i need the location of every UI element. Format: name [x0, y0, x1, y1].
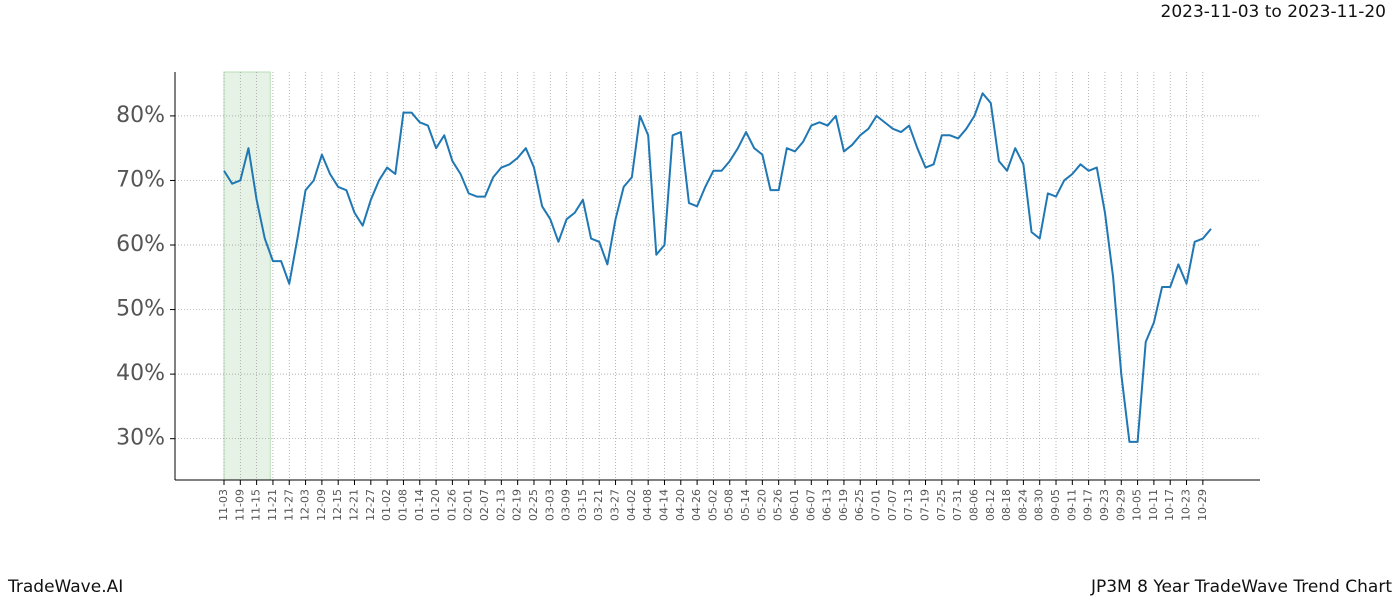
- x-tick-label: 02-01: [462, 489, 475, 521]
- trend-line: [223, 92, 1212, 443]
- x-tick-label: 04-08: [641, 489, 654, 521]
- x-tick-label: 01-20: [429, 489, 442, 521]
- x-tick-label: 11-09: [233, 489, 246, 521]
- date-range: 2023-11-03 to 2023-11-20: [1161, 2, 1386, 22]
- y-tick-label: 60%: [116, 232, 165, 257]
- x-tick-label: 03-09: [560, 489, 573, 521]
- x-tick-label: 05-08: [723, 489, 736, 521]
- x-tick-label: 11-21: [266, 489, 279, 521]
- x-tick-label: 06-25: [853, 489, 866, 521]
- x-tick-label: 01-14: [413, 489, 426, 521]
- x-tick-label: 10-17: [1163, 489, 1176, 521]
- y-tick-label: 30%: [116, 426, 165, 451]
- x-tick-label: 09-17: [1082, 489, 1095, 521]
- x-tick-label: 10-05: [1131, 489, 1144, 521]
- y-tick-label: 50%: [116, 297, 165, 322]
- x-tick-label: 09-11: [1065, 489, 1078, 521]
- x-tick-label: 12-15: [331, 489, 344, 521]
- chart-name: JP3M 8 Year TradeWave Trend Chart: [1090, 577, 1392, 597]
- x-tick-label: 01-26: [445, 489, 458, 521]
- x-tick-label: 03-27: [609, 489, 622, 521]
- x-tick-label: 03-21: [592, 489, 605, 521]
- x-tick-label: 06-19: [837, 489, 850, 521]
- highlight-span: [223, 71, 271, 481]
- x-tick-label: 08-30: [1033, 489, 1046, 521]
- x-tick-label: 03-03: [543, 489, 556, 521]
- x-tick-label: 12-03: [299, 489, 312, 521]
- x-tick-label: 05-02: [706, 489, 719, 521]
- brand: TradeWave.AI: [7, 577, 123, 597]
- x-tick-label: 07-25: [935, 489, 948, 521]
- x-tick-label: 04-20: [674, 489, 687, 521]
- x-tick-label: 05-20: [755, 489, 768, 521]
- x-tick-label: 10-29: [1196, 489, 1209, 521]
- x-tick-label: 08-24: [1016, 489, 1029, 521]
- y-tick-label: 40%: [116, 361, 165, 386]
- x-tick-label: 04-02: [625, 489, 638, 521]
- x-tick-label: 05-14: [739, 489, 752, 521]
- x-tick-label: 11-27: [282, 489, 295, 521]
- x-tick-label: 07-13: [902, 489, 915, 521]
- x-tick-label: 07-31: [951, 489, 964, 521]
- x-tick-label: 03-15: [576, 489, 589, 521]
- x-tick-label: 02-07: [478, 489, 491, 521]
- x-tick-label: 06-07: [804, 489, 817, 521]
- x-tick-label: 02-13: [494, 489, 507, 521]
- x-tick-label: 12-27: [364, 489, 377, 521]
- x-tick-label: 09-05: [1049, 489, 1062, 521]
- y-tick-label: 80%: [116, 103, 165, 128]
- x-tick-label: 07-19: [919, 489, 932, 521]
- x-tick-label: 12-09: [315, 489, 328, 521]
- x-tick-label: 02-25: [527, 489, 540, 521]
- x-tick-label: 09-29: [1114, 489, 1127, 521]
- x-tick-label: 04-14: [657, 489, 670, 521]
- x-tick-label: 08-06: [967, 489, 980, 521]
- x-tick-label: 07-01: [870, 489, 883, 521]
- x-tick-label: 08-18: [1000, 489, 1013, 521]
- x-tick-label: 10-11: [1147, 489, 1160, 521]
- x-tick-label: 02-19: [511, 489, 524, 521]
- y-tick-label: 70%: [116, 167, 165, 192]
- x-tick-label: 04-26: [690, 489, 703, 521]
- x-tick-label: 12-21: [348, 489, 361, 521]
- x-tick-label: 11-03: [217, 489, 230, 521]
- x-tick-label: 06-01: [788, 489, 801, 521]
- x-tick-label: 01-08: [396, 489, 409, 521]
- x-tick-label: 07-07: [886, 489, 899, 521]
- x-tick-label: 01-02: [380, 489, 393, 521]
- x-tick-label: 10-23: [1180, 489, 1193, 521]
- x-tick-label: 05-26: [772, 489, 785, 521]
- x-tick-label: 06-13: [821, 489, 834, 521]
- x-tick-label: 08-12: [984, 489, 997, 521]
- x-tick-label: 09-23: [1098, 489, 1111, 521]
- x-tick-label: 11-15: [250, 489, 263, 521]
